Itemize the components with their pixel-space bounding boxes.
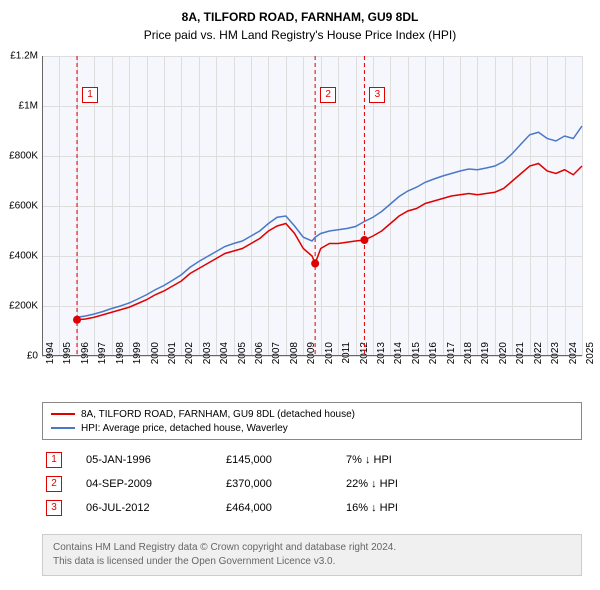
table-price: £464,000: [226, 502, 346, 514]
event-marker-box: 2: [320, 87, 336, 103]
event-dot: [73, 316, 81, 324]
table-diff: 7% ↓ HPI: [346, 454, 466, 466]
y-axis-label: £600K: [0, 201, 38, 212]
grid-line-v: [582, 56, 583, 356]
table-marker-box: 3: [46, 500, 62, 516]
legend-item: 8A, TILFORD ROAD, FARNHAM, GU9 8DL (deta…: [51, 407, 573, 421]
chart-subtitle: Price paid vs. HM Land Registry's House …: [0, 24, 600, 48]
chart-svg: [42, 56, 582, 356]
series-property: [77, 164, 582, 320]
legend-box: 8A, TILFORD ROAD, FARNHAM, GU9 8DL (deta…: [42, 402, 582, 440]
x-axis-label: 2025: [585, 342, 596, 382]
table-diff: 22% ↓ HPI: [346, 478, 466, 490]
footer-line-1: Contains HM Land Registry data © Crown c…: [53, 541, 571, 555]
table-marker-box: 2: [46, 476, 62, 492]
event-dot: [311, 260, 319, 268]
legend-label: HPI: Average price, detached house, Wave…: [81, 423, 288, 434]
chart-plot-area: £0£200K£400K£600K£800K£1M£1.2M1994199519…: [42, 56, 582, 356]
table-date: 06-JUL-2012: [86, 502, 226, 514]
chart-title: 8A, TILFORD ROAD, FARNHAM, GU9 8DL: [0, 0, 600, 24]
table-row: 3 06-JUL-2012£464,00016% ↓ HPI: [42, 496, 582, 520]
footer-line-2: This data is licensed under the Open Gov…: [53, 555, 571, 569]
y-axis-label: £400K: [0, 251, 38, 262]
table-row: 2 04-SEP-2009£370,00022% ↓ HPI: [42, 472, 582, 496]
event-marker-box: 1: [82, 87, 98, 103]
table-diff: 16% ↓ HPI: [346, 502, 466, 514]
footer-attribution: Contains HM Land Registry data © Crown c…: [42, 534, 582, 576]
y-axis-label: £200K: [0, 301, 38, 312]
table-price: £370,000: [226, 478, 346, 490]
legend-item: HPI: Average price, detached house, Wave…: [51, 421, 573, 435]
legend-label: 8A, TILFORD ROAD, FARNHAM, GU9 8DL (deta…: [81, 409, 355, 420]
event-dot: [360, 236, 368, 244]
event-marker-box: 3: [369, 87, 385, 103]
series-hpi: [77, 126, 582, 317]
table-row: 1 05-JAN-1996£145,0007% ↓ HPI: [42, 448, 582, 472]
table-price: £145,000: [226, 454, 346, 466]
axis-left: [42, 56, 43, 356]
y-axis-label: £800K: [0, 151, 38, 162]
legend-swatch: [51, 413, 75, 415]
table-marker-box: 1: [46, 452, 62, 468]
axis-bottom: [42, 355, 582, 356]
chart-container: 8A, TILFORD ROAD, FARNHAM, GU9 8DL Price…: [0, 0, 600, 590]
table-date: 05-JAN-1996: [86, 454, 226, 466]
transactions-table: 1 05-JAN-1996£145,0007% ↓ HPI 2 04-SEP-2009…: [42, 448, 582, 520]
y-axis-label: £0: [0, 351, 38, 362]
y-axis-label: £1.2M: [0, 51, 38, 62]
table-date: 04-SEP-2009: [86, 478, 226, 490]
y-axis-label: £1M: [0, 101, 38, 112]
legend-swatch: [51, 427, 75, 429]
